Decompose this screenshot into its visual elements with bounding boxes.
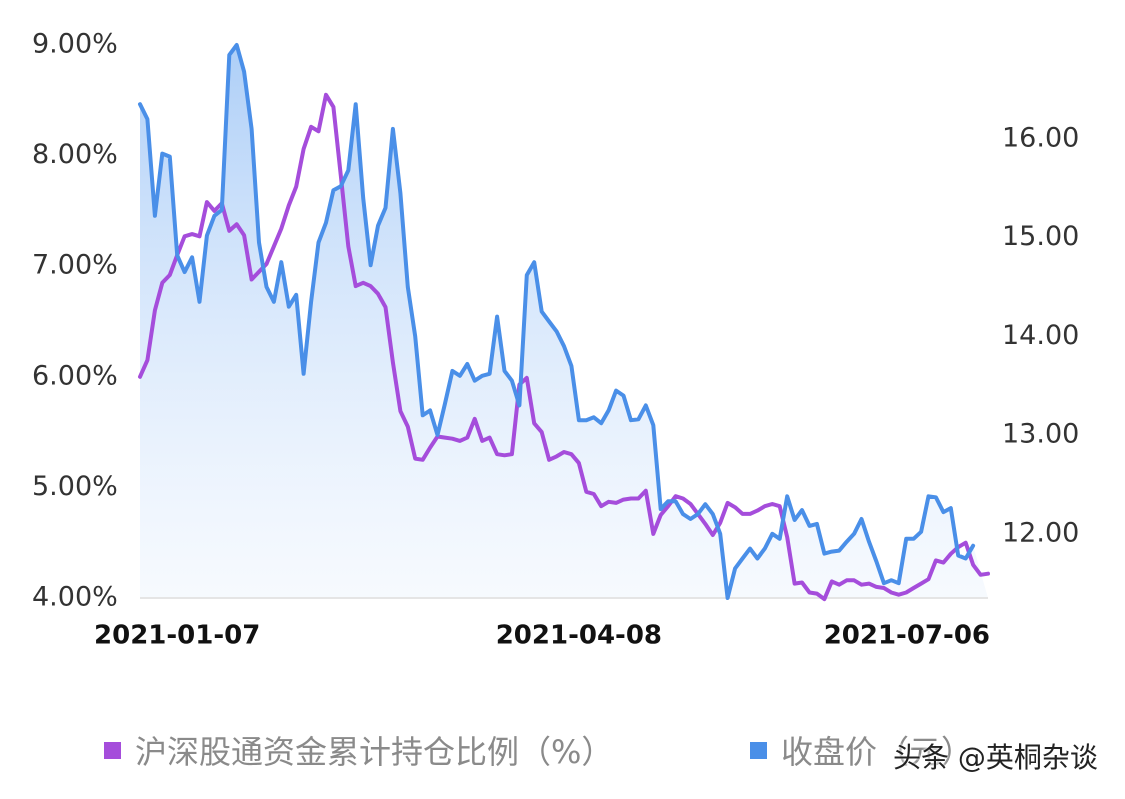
x-tick-label: 2021-01-07 bbox=[94, 621, 260, 651]
y-left-tick-label: 6.00% bbox=[32, 360, 118, 391]
legend-item-holding-ratio[interactable]: 沪深股通资金累计持仓比例（%） bbox=[104, 722, 613, 778]
y-left-tick-label: 5.00% bbox=[32, 471, 118, 502]
y-axis-right-ticks: 12.00 13.00 14.00 15.00 16.00 bbox=[1002, 122, 1079, 548]
x-axis-ticks: 2021-01-07 2021-04-08 2021-07-06 bbox=[94, 621, 990, 651]
legend-item-close-price[interactable]: 收盘价（元） bbox=[750, 722, 973, 778]
legend-swatch-purple bbox=[104, 741, 121, 759]
y-right-tick-label: 15.00 bbox=[1002, 221, 1079, 252]
legend-swatch-blue bbox=[750, 741, 767, 759]
legend-label-holding-ratio: 沪深股通资金累计持仓比例（%） bbox=[135, 733, 614, 771]
x-tick-label: 2021-04-08 bbox=[496, 621, 662, 651]
watermark: 头条 @英桐杂谈 bbox=[893, 741, 1098, 774]
y-left-tick-label: 7.00% bbox=[32, 250, 118, 281]
y-left-tick-label: 8.00% bbox=[32, 139, 118, 170]
y-left-tick-label: 4.00% bbox=[32, 582, 118, 613]
y-right-tick-label: 16.00 bbox=[1002, 122, 1079, 153]
y-right-tick-label: 12.00 bbox=[1002, 517, 1079, 548]
price-area-fill bbox=[140, 45, 988, 598]
series-close-price-line bbox=[138, 43, 976, 600]
y-right-tick-label: 13.00 bbox=[1002, 419, 1079, 450]
chart: 4.00% 5.00% 6.00% 7.00% 8.00% 9.00% 12.00 13.0… bbox=[32, 29, 1079, 651]
x-tick-label: 2021-07-06 bbox=[824, 621, 990, 651]
y-left-tick-label: 9.00% bbox=[32, 29, 118, 60]
y-axis-left-ticks: 4.00% 5.00% 6.00% 7.00% 8.00% 9.00% bbox=[32, 29, 118, 613]
series-holding-ratio-line bbox=[138, 92, 990, 602]
legend-label-close-price: 收盘价（元） bbox=[781, 733, 974, 771]
y-right-tick-label: 14.00 bbox=[1002, 320, 1079, 351]
